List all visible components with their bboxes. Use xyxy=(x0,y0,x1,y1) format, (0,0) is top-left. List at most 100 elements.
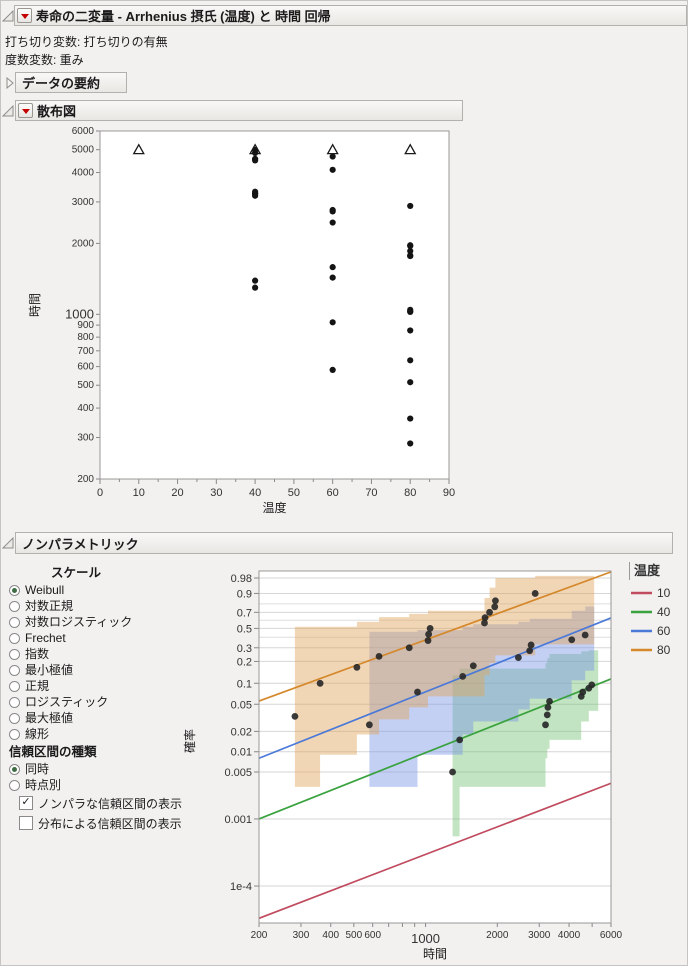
scale-option-5[interactable]: 最小極値 xyxy=(1,662,231,678)
svg-text:0.01: 0.01 xyxy=(231,747,252,759)
svg-text:1e-4: 1e-4 xyxy=(230,881,252,893)
confidence-band-temp-40 xyxy=(452,650,599,837)
scale-option-label: 対数ロジスティック xyxy=(25,615,133,629)
ci-checkbox-1[interactable]: 分布による信頼区間の表示 xyxy=(1,813,231,833)
svg-text:6000: 6000 xyxy=(72,126,95,137)
confidence-bands xyxy=(294,575,599,837)
radio-selected-icon[interactable] xyxy=(9,584,20,596)
censored-triangle-marker xyxy=(404,143,417,155)
report-title-bar[interactable]: 寿命の二変量 - Arrhenius 摂氏 (温度) と 時間 回帰 xyxy=(14,5,687,26)
scale-option-0[interactable]: Weibull xyxy=(1,582,231,598)
scale-option-label: ロジスティック xyxy=(25,695,109,709)
probability-plot[interactable]: 0.98 0.9 0.7 0.5 0.30.2 0.1 0.05 0.02 0.01 0.005 0… xyxy=(1,554,688,966)
svg-text:0.98: 0.98 xyxy=(231,573,252,585)
scale-option-3[interactable]: Frechet xyxy=(1,630,231,646)
legend-title: 温度 xyxy=(634,563,661,578)
prob-y-title: 確率 xyxy=(182,729,197,753)
scale-option-label: Weibull xyxy=(25,583,65,597)
ci-option-0[interactable]: 同時 xyxy=(1,761,231,777)
disclosure-open-icon[interactable] xyxy=(1,536,14,549)
ci-group-label: 信頼区間の種類 xyxy=(9,745,97,759)
svg-text:700: 700 xyxy=(77,346,94,357)
disclosure-open-icon[interactable] xyxy=(1,9,14,22)
radio-selected-icon[interactable] xyxy=(9,763,20,775)
svg-text:300: 300 xyxy=(77,433,94,444)
radio-icon[interactable] xyxy=(9,600,20,612)
red-triangle-menu-icon[interactable] xyxy=(17,8,32,23)
data-summary-header[interactable]: データの要約 xyxy=(15,72,127,93)
censored-triangle-marker xyxy=(249,143,262,155)
radio-icon[interactable] xyxy=(9,648,20,660)
radio-icon[interactable] xyxy=(9,696,20,708)
scatter-y-title: 時間 xyxy=(28,293,42,317)
scale-option-2[interactable]: 対数ロジスティック xyxy=(1,614,231,630)
ci-checkbox-0[interactable]: ✓ ノンパラな信頼区間の表示 xyxy=(1,793,231,813)
disclosure-closed-icon[interactable] xyxy=(4,76,16,90)
legend[interactable]: 温度 10 40 60 80 xyxy=(629,562,671,657)
scatterplot[interactable]: 2003004005006007008009001000200030004000… xyxy=(1,121,688,521)
svg-text:1000: 1000 xyxy=(411,931,440,946)
scale-option-label: 最大極値 xyxy=(25,711,74,725)
scale-option-8[interactable]: 最大極値 xyxy=(1,710,231,726)
scale-radio-group: Weibull 対数正規 対数ロジスティック Frechet 指数 最小極値正規ロジスティ… xyxy=(1,582,231,742)
scale-group-label: スケール xyxy=(50,566,101,580)
legend-label-80: 80 xyxy=(657,643,671,657)
fit-line-temp-10 xyxy=(259,782,611,920)
svg-text:300: 300 xyxy=(293,930,310,941)
radio-icon[interactable] xyxy=(9,680,20,692)
svg-text:90: 90 xyxy=(443,487,455,499)
svg-text:0.1: 0.1 xyxy=(237,678,252,690)
nonparametric-section-header[interactable]: ノンパラメトリック xyxy=(15,532,673,554)
radio-icon[interactable] xyxy=(9,728,20,740)
scatter-x-title: 温度 xyxy=(262,500,286,515)
svg-text:900: 900 xyxy=(77,320,94,331)
prob-x-title: 時間 xyxy=(423,947,447,961)
svg-text:40: 40 xyxy=(249,487,261,499)
svg-text:800: 800 xyxy=(77,332,94,343)
svg-text:80: 80 xyxy=(404,487,416,499)
nonparametric-points[interactable] xyxy=(291,590,596,776)
checkbox-icon[interactable] xyxy=(19,816,33,830)
ci-option-label: 時点別 xyxy=(25,778,62,792)
svg-text:60: 60 xyxy=(327,487,339,499)
scale-option-6[interactable]: 正規 xyxy=(1,678,231,694)
checkbox-checked-icon[interactable]: ✓ xyxy=(19,796,33,810)
legend-label-10: 10 xyxy=(657,586,671,600)
censored-triangle-marker xyxy=(132,143,145,155)
scale-option-7[interactable]: ロジスティック xyxy=(1,694,231,710)
scale-option-4[interactable]: 指数 xyxy=(1,646,231,662)
svg-text:3000: 3000 xyxy=(72,197,95,208)
scale-option-label: Frechet xyxy=(25,631,66,645)
scatter-points[interactable] xyxy=(132,143,417,447)
ci-checkbox-group: ✓ ノンパラな信頼区間の表示 分布による信頼区間の表示 xyxy=(1,793,231,833)
radio-icon[interactable] xyxy=(9,664,20,676)
nonparametric-controls: スケール Weibull 対数正規 対数ロジスティック Frechet 指数 最小極値正規… xyxy=(1,565,231,833)
svg-text:0.7: 0.7 xyxy=(237,607,252,619)
scale-option-label: 正規 xyxy=(25,679,50,693)
radio-icon[interactable] xyxy=(9,616,20,628)
svg-text:5000: 5000 xyxy=(72,145,95,156)
scale-option-label: 最小極値 xyxy=(25,663,74,677)
freq-variable-line: 度数変数: 重み xyxy=(5,53,84,67)
svg-text:0.2: 0.2 xyxy=(237,656,252,668)
radio-icon[interactable] xyxy=(9,632,20,644)
ci-option-1[interactable]: 時点別 xyxy=(1,777,231,793)
disclosure-open-icon[interactable] xyxy=(1,104,14,117)
svg-text:0.9: 0.9 xyxy=(237,588,252,600)
radio-icon[interactable] xyxy=(9,712,20,724)
scale-option-1[interactable]: 対数正規 xyxy=(1,598,231,614)
svg-text:0.3: 0.3 xyxy=(237,643,252,655)
scatter-section-header[interactable]: 散布図 xyxy=(15,100,463,121)
fit-line-temp-60 xyxy=(259,617,611,760)
radio-icon[interactable] xyxy=(9,779,20,791)
svg-text:10: 10 xyxy=(133,487,145,499)
svg-text:30: 30 xyxy=(210,487,222,499)
scatter-axes: 2003004005006007008009001000200030004000… xyxy=(28,126,455,515)
scale-option-9[interactable]: 線形 xyxy=(1,726,231,742)
svg-text:0: 0 xyxy=(97,487,103,499)
svg-text:500: 500 xyxy=(345,930,362,941)
svg-text:2000: 2000 xyxy=(486,930,509,941)
data-summary-title: データの要約 xyxy=(22,76,101,91)
red-triangle-menu-icon[interactable] xyxy=(18,103,33,118)
svg-text:400: 400 xyxy=(77,403,94,414)
